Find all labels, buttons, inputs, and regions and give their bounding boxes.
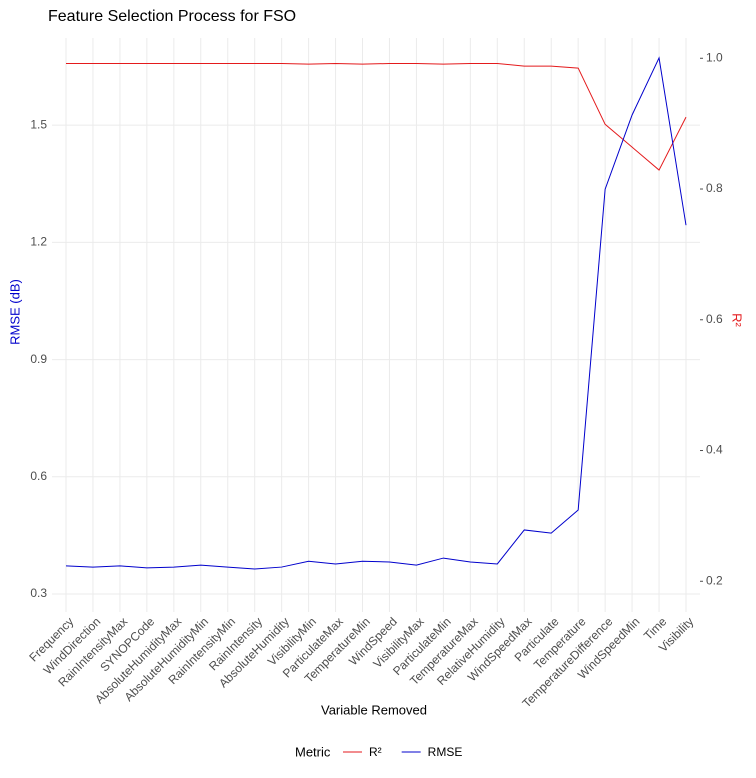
y-tick-label: 1.2 — [30, 235, 47, 249]
legend-label: RMSE — [428, 745, 463, 759]
y2-tick-label: 0.8 — [706, 181, 723, 195]
y2-tick-label: 1.0 — [706, 50, 723, 64]
y-tick-label: 1.5 — [30, 117, 47, 131]
y2-tick-label: 0.6 — [706, 312, 723, 326]
series-line — [65, 56, 687, 570]
y-tick-label: 0.6 — [30, 469, 47, 483]
chart-title: Feature Selection Process for FSO — [48, 8, 296, 25]
x-axis-label: Variable Removed — [321, 702, 427, 717]
y-tick-label: 0.9 — [30, 352, 47, 366]
y2-axis-label: R² — [730, 313, 745, 327]
legend-label: R² — [369, 745, 382, 759]
series-line — [66, 62, 687, 171]
y-tick-label: 0.3 — [30, 586, 47, 600]
y2-tick-label: 0.4 — [706, 443, 723, 457]
y2-tick-label: 0.2 — [706, 573, 723, 587]
y-axis-label: RMSE (dB) — [7, 279, 22, 345]
legend-title: Metric — [295, 744, 331, 759]
